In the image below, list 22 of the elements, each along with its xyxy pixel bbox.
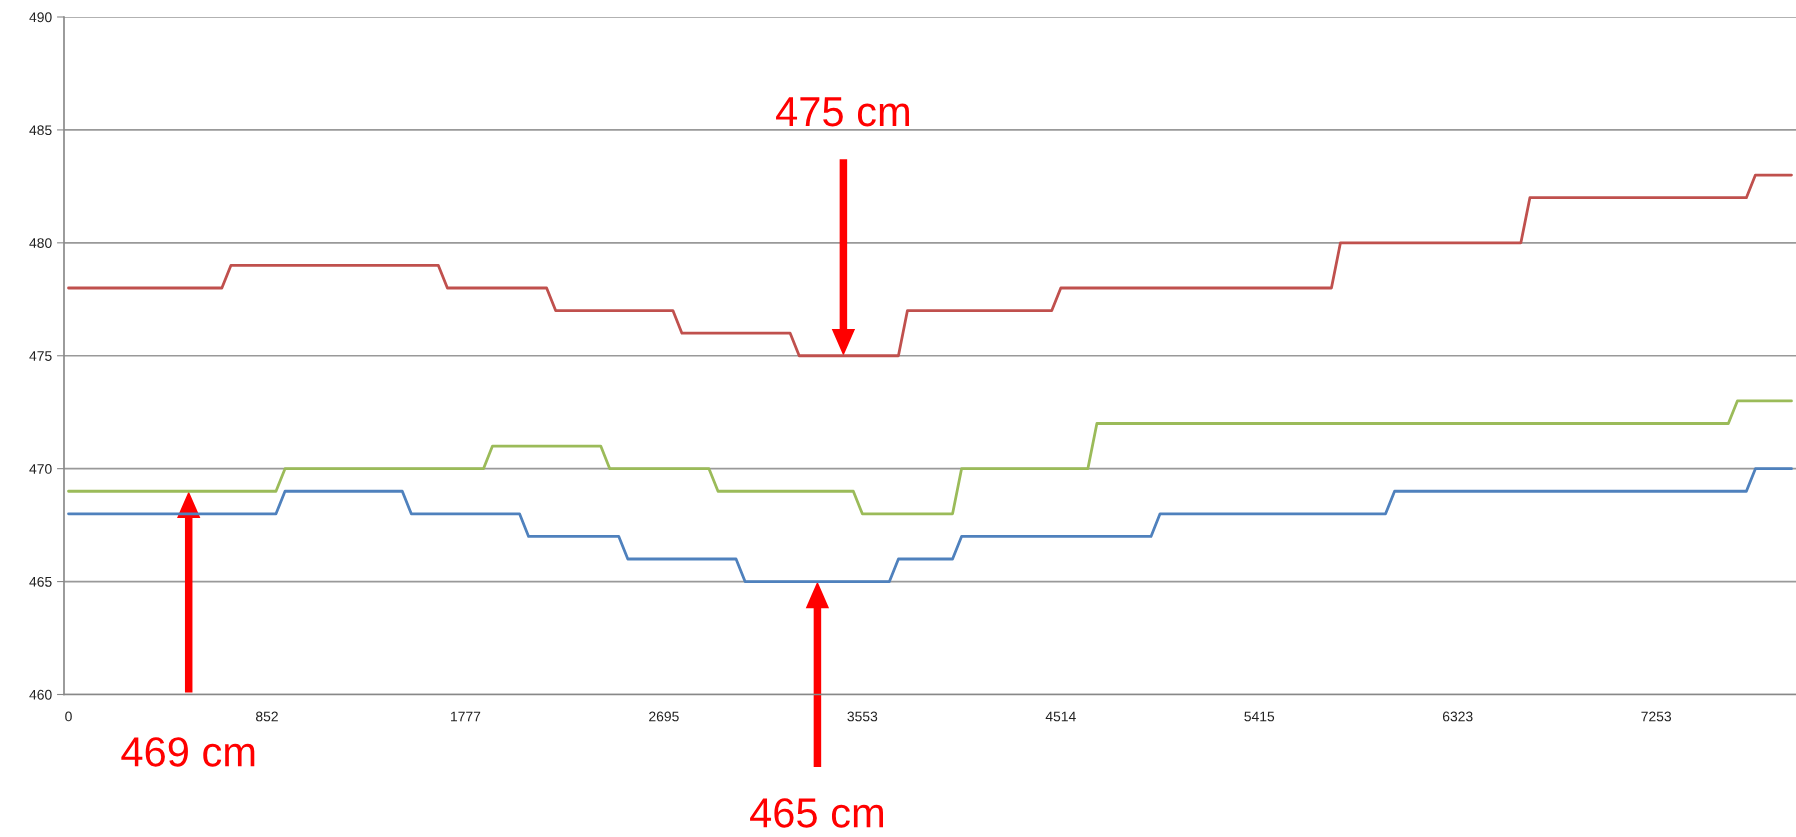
y-tick-label: 475 (29, 351, 52, 361)
x-tick-label: 5415 (1244, 711, 1275, 722)
annotation: 475 cm (776, 97, 909, 127)
x-tick-label: 3553 (847, 711, 878, 722)
y-tick-label: 485 (29, 125, 52, 136)
x-tick-label: 4514 (1045, 711, 1076, 722)
line-series (67, 173, 1793, 358)
text: 465 cm (750, 798, 883, 828)
x-tick-label: 7253 (1641, 711, 1672, 722)
line-series (67, 467, 1793, 583)
y-tick-label: 490 (29, 12, 52, 23)
y-tick-label: 465 (29, 576, 52, 587)
x-tick-label: 1777 (451, 711, 481, 722)
x-tick-label: 2695 (649, 711, 679, 722)
y-tick-label: 460 (29, 689, 52, 700)
x-tick-label: 0 (65, 711, 72, 722)
text: 469 cm (121, 737, 255, 767)
line-series (67, 399, 1793, 516)
y-tick-label: 480 (29, 238, 52, 248)
x-tick-label: 852 (255, 711, 278, 722)
x-tick-label: 6323 (1442, 711, 1473, 722)
y-tick-label: 470 (29, 464, 52, 474)
